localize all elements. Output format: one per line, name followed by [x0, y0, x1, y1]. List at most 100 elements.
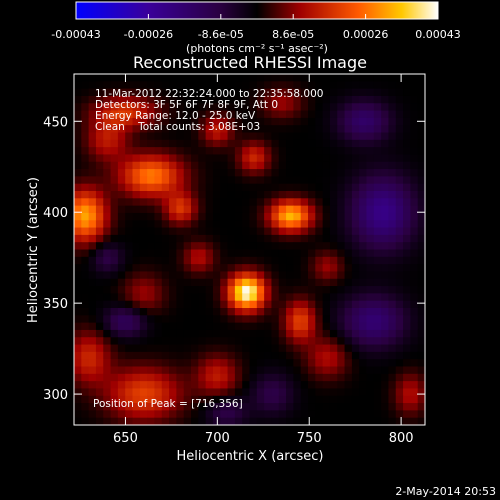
- heatmap-cell: [366, 81, 375, 90]
- heatmap-cell: [220, 117, 228, 126]
- heatmap-cell: [256, 308, 265, 316]
- heatmap-cell: [410, 176, 419, 185]
- heatmap-cell: [161, 417, 170, 425]
- heatmap-cell: [74, 359, 82, 367]
- heatmap-cell: [410, 300, 419, 309]
- heatmap-cell: [81, 103, 90, 111]
- heatmap-cell: [81, 293, 90, 302]
- heatmap-cell: [74, 183, 82, 192]
- heatmap-cell: [176, 176, 185, 185]
- heatmap-cell: [242, 315, 250, 324]
- heatmap-cell: [373, 227, 382, 236]
- heatmap-cell: [212, 227, 221, 236]
- heatmap-cell: [81, 278, 90, 287]
- heatmap-cell: [110, 161, 119, 170]
- heatmap-cell: [220, 74, 228, 82]
- heatmap-cell: [278, 74, 287, 82]
- heatmap-cell: [373, 373, 382, 382]
- heatmap-cell: [410, 169, 419, 177]
- heatmap-cell: [403, 322, 411, 331]
- heatmap-cell: [205, 117, 214, 126]
- heatmap-cell: [198, 169, 207, 177]
- heatmap-cell: [176, 154, 185, 163]
- heatmap-cell: [395, 256, 404, 265]
- heatmap-cell: [315, 117, 324, 126]
- heatmap-cell: [234, 293, 243, 302]
- heatmap-cell: [351, 249, 360, 258]
- heatmap-cell: [271, 234, 280, 243]
- heatmap-cell: [286, 344, 294, 353]
- heatmap-cell: [176, 293, 185, 302]
- heatmap-cell: [278, 176, 287, 185]
- heatmap-cell: [249, 81, 258, 90]
- heatmap-cell: [139, 403, 148, 411]
- heatmap-cell: [139, 81, 148, 90]
- heatmap-cell: [264, 403, 272, 411]
- heatmap-cell: [125, 300, 133, 309]
- heatmap-cell: [198, 205, 207, 214]
- heatmap-cell: [205, 154, 214, 163]
- heatmap-cell: [147, 417, 155, 425]
- heatmap-cell: [154, 329, 163, 338]
- heatmap-cell: [74, 242, 82, 250]
- heatmap-cell: [322, 183, 331, 192]
- heatmap-cell: [161, 176, 170, 185]
- heatmap-cell: [110, 110, 119, 119]
- heatmap-cell: [410, 198, 419, 207]
- heatmap-cell: [132, 176, 141, 185]
- heatmap-cell: [139, 351, 148, 360]
- heatmap-cell: [381, 154, 389, 163]
- heatmap-cell: [147, 81, 155, 90]
- heatmap-cell: [95, 388, 104, 397]
- heatmap-cell: [139, 410, 148, 419]
- heatmap-cell: [161, 315, 170, 324]
- heatmap-cell: [278, 381, 287, 389]
- heatmap-cell: [74, 381, 82, 389]
- heatmap-cell: [388, 74, 397, 82]
- heatmap-cell: [117, 403, 126, 411]
- heatmap-cell: [95, 351, 104, 360]
- heatmap-cell: [198, 234, 207, 243]
- heatmap-cell: [212, 256, 221, 265]
- heatmap-cell: [125, 132, 133, 141]
- heatmap-cell: [103, 183, 111, 192]
- heatmap-cell: [308, 81, 316, 90]
- heatmap-cell: [410, 395, 419, 404]
- heatmap-cell: [403, 329, 411, 338]
- heatmap-cell: [329, 88, 338, 97]
- heatmap-cell: [271, 337, 280, 345]
- colorbar-tick-label: -8.6e-05: [198, 28, 244, 41]
- heatmap-cell: [154, 242, 163, 250]
- heatmap-cell: [183, 249, 192, 258]
- heatmap-cell: [308, 322, 316, 331]
- heatmap-cell: [337, 271, 345, 280]
- heatmap-cell: [103, 212, 111, 221]
- heatmap-cell: [227, 373, 236, 382]
- heatmap-cell: [176, 373, 185, 382]
- heatmap-cell: [315, 256, 324, 265]
- heatmap-cell: [176, 249, 185, 258]
- heatmap-cell: [147, 191, 155, 199]
- heatmap-cell: [74, 315, 82, 324]
- heatmap-cell: [88, 212, 97, 221]
- heatmap-cell: [271, 329, 280, 338]
- heatmap-cell: [227, 293, 236, 302]
- heatmap-cell: [242, 110, 250, 119]
- heatmap-cell: [256, 329, 265, 338]
- heatmap-cell: [117, 322, 126, 331]
- heatmap-cell: [81, 139, 90, 148]
- heatmap-cell: [359, 373, 367, 382]
- heatmap-cell: [417, 205, 425, 214]
- heatmap-cell: [125, 293, 133, 302]
- heatmap-cell: [220, 256, 228, 265]
- heatmap-cell: [337, 256, 345, 265]
- heatmap-cell: [271, 264, 280, 272]
- heatmap-cell: [373, 161, 382, 170]
- heatmap-cell: [366, 169, 375, 177]
- heatmap-cell: [293, 329, 302, 338]
- heatmap-cell: [417, 271, 425, 280]
- heatmap-cell: [220, 366, 228, 375]
- heatmap-cell: [132, 212, 141, 221]
- heatmap-cell: [359, 205, 367, 214]
- heatmap-cell: [271, 212, 280, 221]
